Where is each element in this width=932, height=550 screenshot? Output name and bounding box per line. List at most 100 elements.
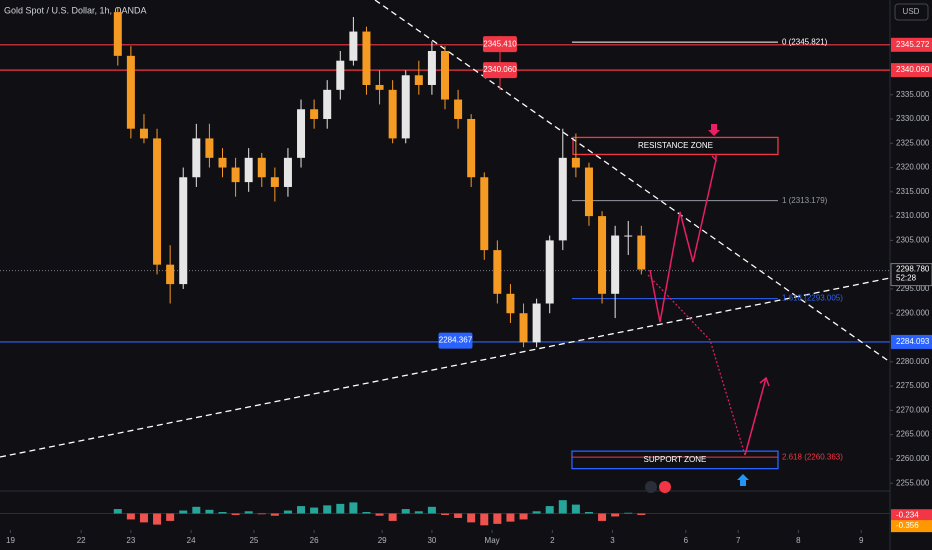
price-tag: [482, 36, 517, 53]
x-tick-label: 29: [378, 536, 387, 545]
currency-label[interactable]: USD: [903, 7, 920, 16]
candle-body: [218, 157, 227, 168]
x-tick-label: 8: [796, 536, 801, 545]
level-axis-label: 2340.060: [896, 65, 930, 74]
candle-body: [257, 157, 266, 178]
candle-body: [545, 240, 554, 304]
currency-button[interactable]: [894, 3, 929, 21]
candle-body: [192, 138, 201, 178]
candle-body: [558, 157, 567, 241]
x-tick-label: 6: [684, 536, 689, 545]
zone: [571, 450, 779, 470]
candle-body: [493, 250, 502, 294]
projection-arrowhead: [759, 376, 770, 387]
price-tag-label: 2284.367: [439, 336, 473, 345]
macd-bar: [231, 513, 240, 515]
macd-bar: [584, 512, 593, 514]
candle-body: [349, 31, 358, 61]
level-axis-tag: [891, 63, 932, 78]
zone-label: SUPPORT ZONE: [644, 455, 707, 464]
macd-bar: [192, 506, 201, 514]
fib-label: 1 (2313.179): [782, 196, 828, 205]
y-tick-label: 2330.000: [896, 114, 930, 123]
candle-body: [532, 303, 541, 343]
macd-bar: [532, 511, 541, 514]
macd-bar: [545, 506, 554, 514]
y-tick-label: 2265.000: [896, 430, 930, 439]
macd-bar: [205, 509, 214, 514]
x-tick-label: 19: [6, 536, 15, 545]
macd-bar: [427, 506, 436, 514]
macd-bar: [297, 506, 306, 514]
projection-path: [649, 159, 717, 323]
x-tick-label: 24: [187, 536, 196, 545]
macd-axis-tag: [891, 509, 932, 522]
x-tick-label: 9: [859, 536, 864, 545]
y-tick-label: 2305.000: [896, 235, 930, 244]
candle-body: [467, 118, 476, 178]
x-tick-label: 3: [610, 536, 615, 545]
level-axis-tag: [891, 334, 932, 349]
macd-bar: [362, 512, 371, 514]
chart-title: Gold Spot / U.S. Dollar, 1h, OANDA: [4, 5, 147, 15]
fib-label: 2.618 (2260.363): [782, 452, 843, 461]
candle-body: [336, 60, 345, 90]
last-price-label: 2298.780: [896, 265, 930, 274]
x-tick-label: 22: [77, 536, 86, 545]
macd-bar: [257, 513, 266, 515]
up-arrow-icon: [737, 474, 749, 486]
macd-bar: [336, 503, 345, 514]
zone-label: RESISTANCE ZONE: [638, 141, 713, 150]
macd-bar: [611, 513, 620, 517]
macd-bar: [454, 513, 463, 518]
y-tick-label: 2270.000: [896, 405, 930, 414]
candle-body: [624, 235, 633, 237]
y-tick-label: 2335.000: [896, 90, 930, 99]
candle-body: [310, 109, 319, 119]
macd-bar: [571, 504, 580, 514]
candle-body: [113, 12, 122, 56]
macd-bar: [113, 509, 122, 514]
macd-bar: [323, 505, 332, 514]
x-tick-label: 7: [736, 536, 741, 545]
candle-body: [323, 89, 332, 119]
price-tag: [438, 332, 473, 349]
macd-bar: [493, 513, 502, 524]
candle-body: [139, 128, 148, 139]
candle-body: [388, 89, 397, 139]
zone: [572, 136, 779, 156]
macd-bar: [375, 513, 384, 516]
x-tick-label: 30: [427, 536, 436, 545]
countdown-label: 52:28: [896, 274, 917, 283]
y-tick-label: 2260.000: [896, 454, 930, 463]
macd-bar: [401, 509, 410, 514]
candle-body: [375, 84, 384, 90]
fib-label: 1.618 (2293.005): [782, 294, 843, 303]
macd-axis-label: -0.356: [896, 521, 919, 530]
macd-bar: [166, 513, 175, 521]
candle-body: [611, 235, 620, 294]
candle-body: [584, 167, 593, 217]
candle-body: [126, 55, 135, 129]
price-tag-label: 2340.060: [483, 65, 517, 74]
candle-body: [283, 157, 292, 187]
candle-body: [519, 313, 528, 343]
candle-body: [441, 50, 449, 100]
candle-body: [179, 177, 188, 285]
macd-bar: [270, 513, 279, 516]
macd-bar: [388, 513, 397, 521]
candle-body: [637, 235, 646, 270]
price-tag-label: 2345.410: [483, 39, 517, 48]
y-tick-label: 2315.000: [896, 187, 930, 196]
macd-bar: [506, 513, 515, 522]
y-tick-label: 2325.000: [896, 138, 930, 147]
x-tick-label: 2: [550, 536, 555, 545]
y-tick-label: 2255.000: [896, 478, 930, 487]
macd-axis-tag: [891, 520, 932, 533]
fib-label: 0 (2345.821): [782, 37, 828, 46]
trendline: [374, 0, 891, 363]
candle-body: [153, 138, 162, 265]
macd-bar: [179, 510, 188, 514]
